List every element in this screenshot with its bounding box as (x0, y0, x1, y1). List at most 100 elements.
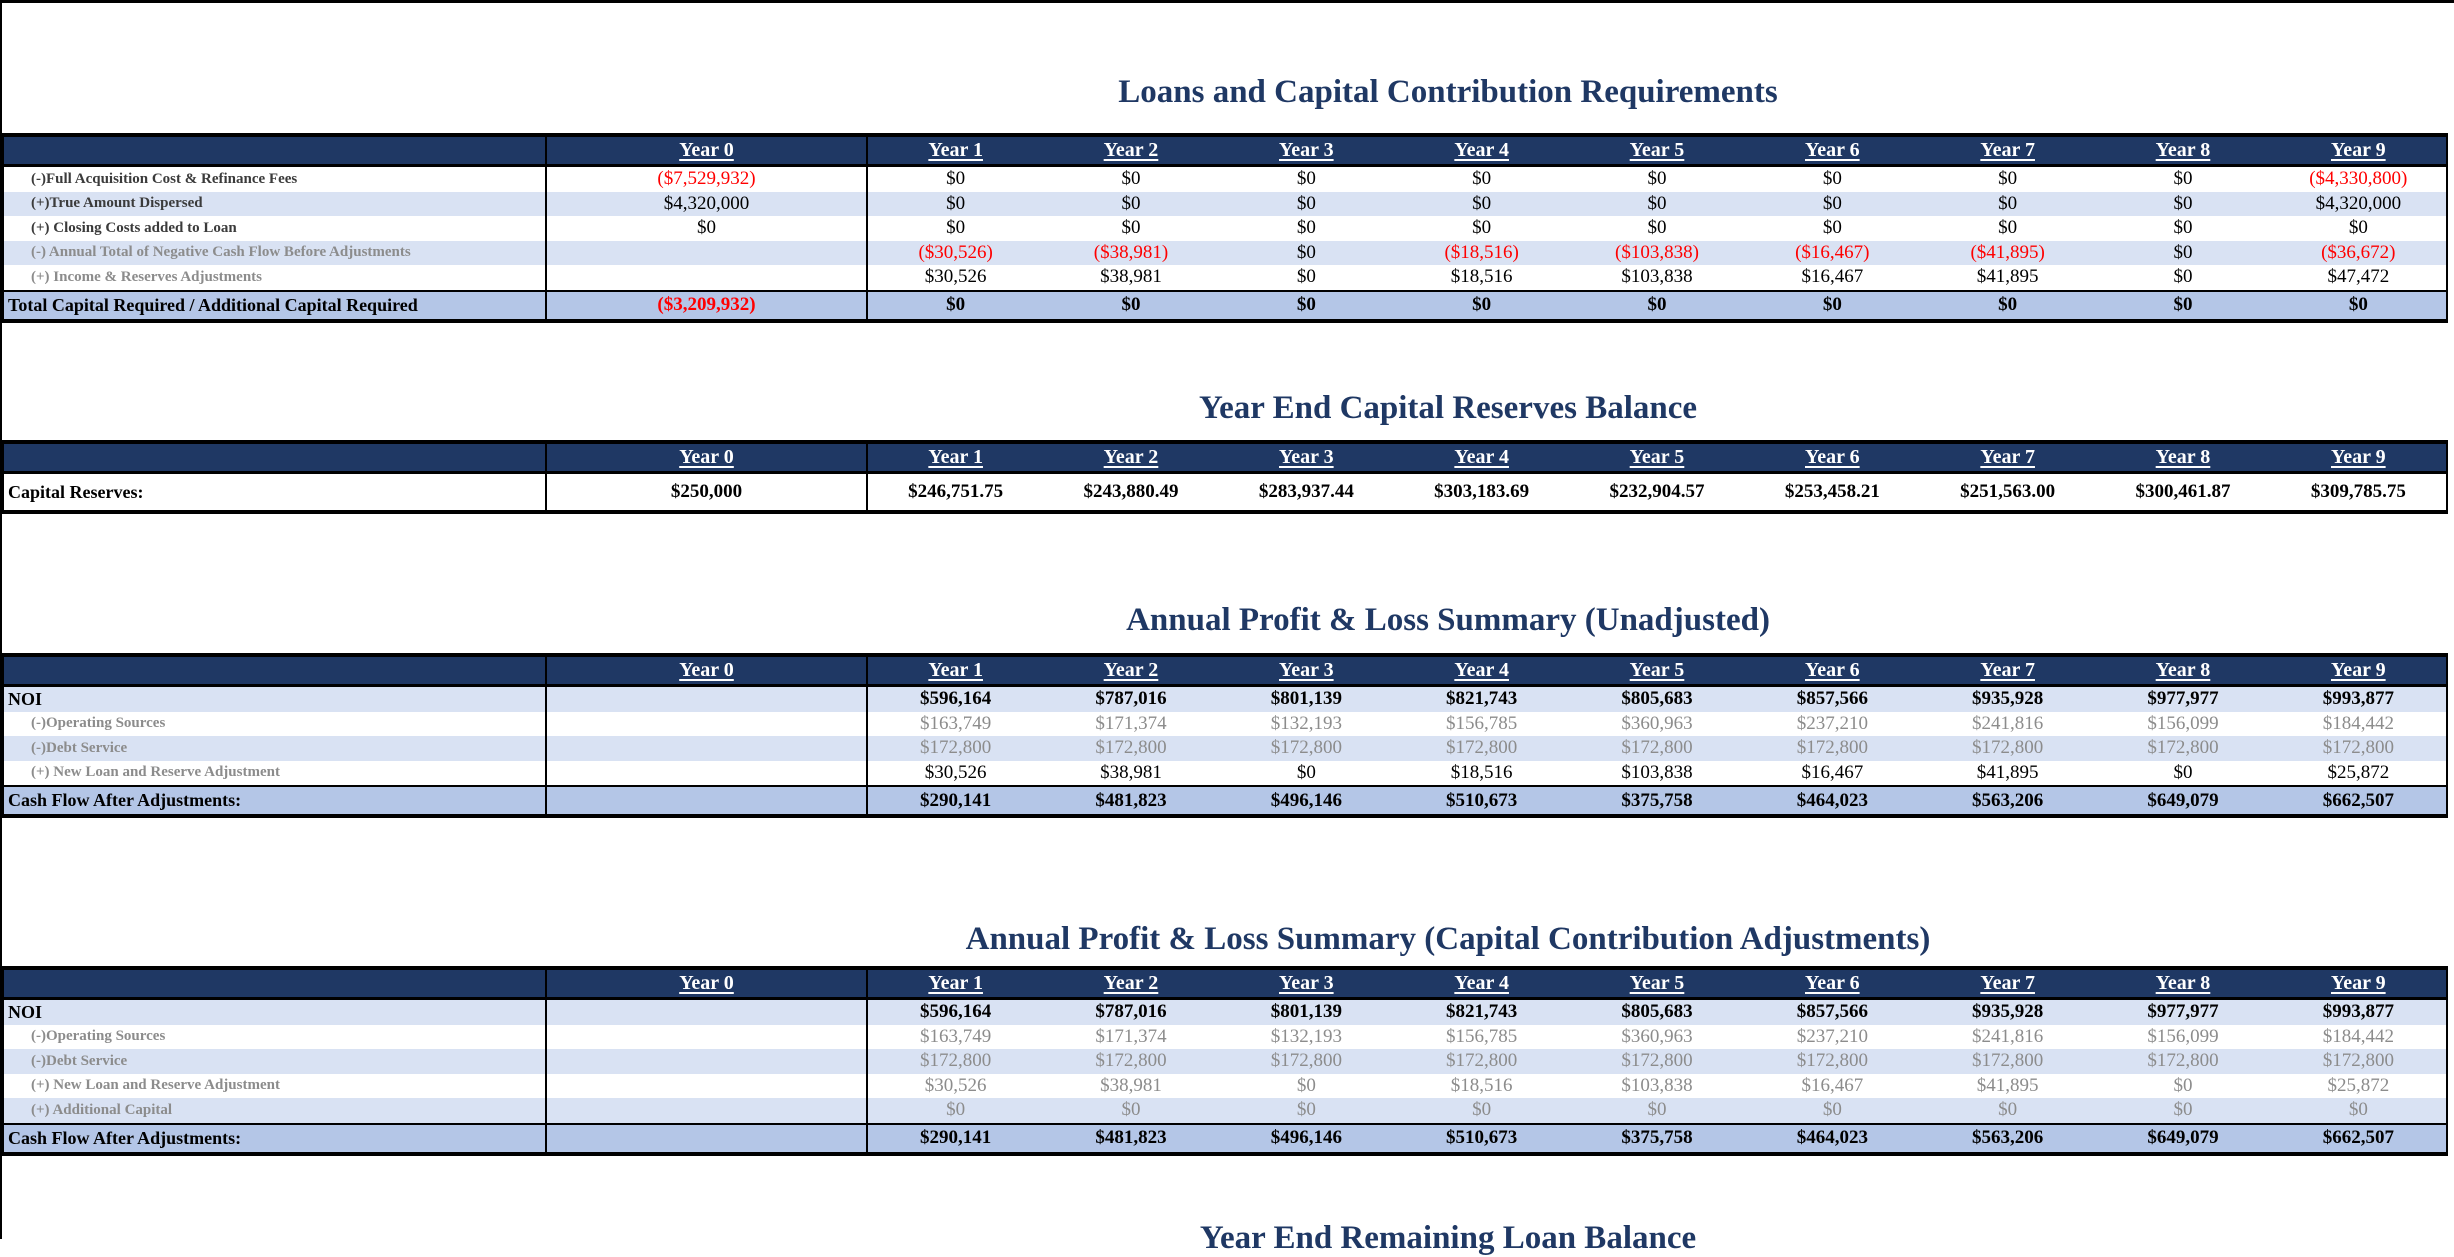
pl-capital-adjustments-table: Year 0 Year 1 Year 2 Year 3 Year 4 Year 5 Year… (2, 966, 2448, 1156)
value-cell: $0 (1296, 294, 1316, 315)
value-cell (545, 787, 868, 814)
value-cell: $0 (1472, 192, 1492, 214)
value-cell: $237,210 (1796, 712, 1868, 734)
column-header: Year 4 (1454, 446, 1509, 468)
column-header: Year 9 (2331, 972, 2386, 994)
header-row: Year 0 Year 1 Year 2 Year 3 Year 4 Year 5 Year… (4, 137, 2446, 167)
value-cell: $0 (1647, 1099, 1667, 1121)
value-cell: $0 (1296, 168, 1316, 190)
value-cell: $237,210 (1796, 1025, 1868, 1047)
value-cell: $0 (2173, 761, 2193, 783)
value-cell: $0 (2173, 241, 2193, 263)
value-cell: ($36,672) (2321, 241, 2396, 263)
value-cell: $935,928 (1972, 688, 2044, 710)
value-cell: $38,981 (1100, 266, 1162, 288)
value-cell: $241,816 (1972, 1025, 2044, 1047)
value-cell: $25,872 (2327, 761, 2390, 783)
value-cell: $172,800 (920, 737, 992, 759)
value-cell: $0 (2348, 217, 2368, 239)
value-cell: ($16,467) (1795, 241, 1870, 263)
column-header: Year 2 (1103, 446, 1159, 468)
value-cell: $0 (2348, 294, 2368, 315)
value-cell: $0 (1647, 217, 1667, 239)
value-cell: $0 (2173, 1099, 2193, 1121)
column-header: Year 9 (2331, 446, 2386, 468)
value-cell: ($41,895) (1970, 241, 2045, 263)
value-cell: $0 (1472, 1099, 1492, 1121)
value-cell: $464,023 (1796, 1127, 1868, 1148)
column-header: Year 7 (1980, 446, 2035, 468)
page-border-left (0, 0, 2, 1239)
table-row: (+) Closing Costs added to Loan $0 $0 $0 $0 $… (4, 216, 2446, 241)
value-cell: $251,563.00 (1960, 481, 2056, 502)
value-cell: $30,526 (924, 266, 987, 288)
value-cell: ($103,838) (1615, 241, 1699, 263)
value-cell: $156,785 (1446, 712, 1518, 734)
value-cell (545, 265, 868, 290)
value-cell: $103,838 (1621, 761, 1693, 783)
value-cell: $250,000 (545, 474, 868, 510)
value-cell: $38,981 (1100, 761, 1162, 783)
value-cell: $103,838 (1621, 266, 1693, 288)
value-cell: $0 (1121, 192, 1141, 214)
column-header: Year 8 (2155, 972, 2211, 994)
value-cell: ($30,526) (918, 241, 993, 263)
row-label: NOI (8, 688, 43, 709)
value-cell (545, 240, 868, 265)
table-row: (-)Debt Service $172,800 $172,800 $172,800 $… (4, 1049, 2446, 1074)
value-cell: $0 (1296, 217, 1316, 239)
value-cell: $360,963 (1621, 712, 1693, 734)
value-cell: $0 (1822, 192, 1842, 214)
value-cell: $184,442 (2322, 712, 2394, 734)
value-cell: $0 (1296, 761, 1316, 783)
value-cell: $241,816 (1972, 712, 2044, 734)
column-header: Year 3 (1279, 446, 1334, 468)
section-title-pl-unadjusted: Annual Profit & Loss Summary (Unadjusted… (1126, 602, 1770, 638)
row-label: Cash Flow After Adjustments: (8, 1127, 242, 1148)
total-row: Cash Flow After Adjustments: $290,141 $481… (4, 785, 2446, 814)
value-cell: $596,164 (920, 688, 992, 710)
capital-reserves-table: Year 0 Year 1 Year 2 Year 3 Year 4 Year 5 Year… (2, 440, 2448, 514)
table-row: (+) New Loan and Reserve Adjustment $30,5… (4, 1073, 2446, 1098)
value-cell: $290,141 (920, 789, 992, 811)
value-cell: $0 (1647, 294, 1667, 315)
value-cell: $253,458.21 (1784, 481, 1880, 502)
value-cell: $0 (1822, 217, 1842, 239)
column-header: Year 0 (545, 137, 868, 164)
value-cell: $935,928 (1972, 1001, 2044, 1023)
value-cell: $0 (946, 168, 966, 190)
value-cell: ($7,529,932) (545, 167, 868, 192)
header-empty-cell (4, 444, 545, 471)
value-cell: $16,467 (1801, 761, 1864, 783)
table-row: (-)Full Acquisition Cost & Refinance Fee… (4, 167, 2446, 192)
table-row: Capital Reserves: $250,000 $246,751.75 $243… (4, 474, 2446, 510)
value-cell (545, 760, 868, 785)
value-cell: $172,800 (2147, 737, 2219, 759)
value-cell: $303,183.69 (1434, 481, 1530, 502)
pl-unadjusted-table: Year 0 Year 1 Year 2 Year 3 Year 4 Year 5 Year… (2, 653, 2448, 818)
value-cell: $0 (1998, 192, 2018, 214)
header-empty-cell (4, 970, 545, 997)
value-cell: $375,758 (1621, 789, 1693, 811)
column-header: Year 4 (1454, 659, 1509, 681)
value-cell: $16,467 (1801, 266, 1864, 288)
value-cell: $0 (946, 1099, 966, 1121)
header-row: Year 0 Year 1 Year 2 Year 3 Year 4 Year 5 Year… (4, 444, 2446, 474)
row-label: (+)True Amount Dispersed (31, 195, 203, 212)
value-cell: $0 (946, 217, 966, 239)
value-cell (545, 736, 868, 761)
value-cell: $662,507 (2322, 789, 2394, 811)
value-cell: $156,099 (2147, 1025, 2219, 1047)
row-label: (-)Debt Service (31, 739, 128, 756)
row-label: (+) New Loan and Reserve Adjustment (31, 764, 280, 781)
value-cell: $801,139 (1270, 1001, 1342, 1023)
value-cell: $563,206 (1972, 789, 2044, 811)
total-row: Cash Flow After Adjustments: $290,141 $481… (4, 1122, 2446, 1152)
value-cell: $172,800 (1796, 737, 1868, 759)
table-row: (-)Operating Sources $163,749 $171,374 $132… (4, 1024, 2446, 1049)
value-cell: $25,872 (2327, 1074, 2390, 1096)
table-row: NOI $596,164 $787,016 $801,139 $821,743 $805,… (4, 687, 2446, 712)
value-cell: $309,785.75 (2310, 481, 2406, 502)
value-cell: $4,320,000 (545, 191, 868, 216)
value-cell: $18,516 (1450, 266, 1513, 288)
